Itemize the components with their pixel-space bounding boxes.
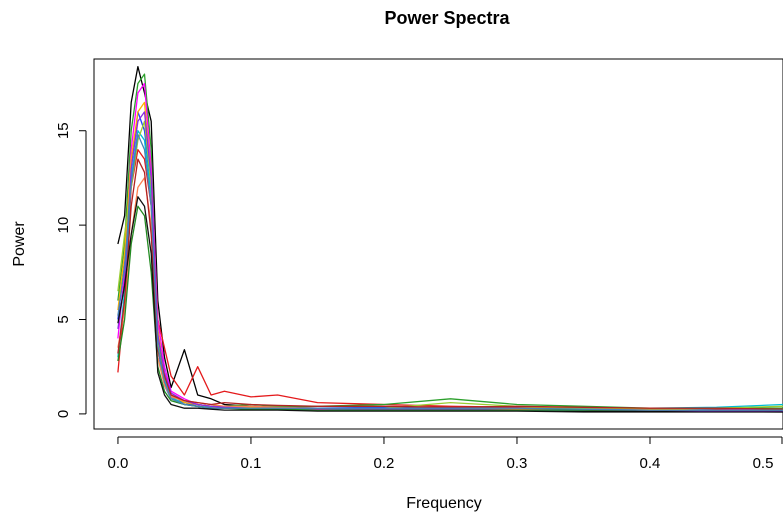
y-axis-label: Power	[11, 221, 28, 267]
series-line-10	[117, 111, 783, 412]
x-axis: 0.0 0.1 0.2 0.3 0.4 0.5	[108, 436, 783, 472]
x-axis-label: Frequency	[406, 495, 482, 512]
series-line-14	[117, 196, 783, 413]
series-line-5	[117, 82, 783, 411]
series-line-11	[117, 205, 783, 411]
y-axis: 0 5 10 15	[55, 122, 87, 418]
series-line-6	[117, 130, 783, 411]
x-tick-label-3: 0.3	[507, 455, 528, 472]
x-tick-label-5: 0.5	[753, 455, 774, 472]
series-line-8	[117, 120, 783, 409]
y-tick-label-3: 15	[55, 122, 72, 139]
x-tick-label-1: 0.1	[241, 455, 262, 472]
x-tick-label-2: 0.2	[374, 455, 395, 472]
x-tick-label-0: 0.0	[108, 455, 129, 472]
series-line-9	[117, 177, 783, 411]
series-line-3	[117, 73, 783, 409]
series-line-2	[117, 148, 783, 411]
plot-frame	[93, 58, 783, 430]
series-line-7	[117, 101, 783, 411]
y-tick-label-0: 0	[55, 410, 72, 418]
x-tick-label-4: 0.4	[640, 455, 661, 472]
series-line-1	[117, 65, 783, 413]
series-line-12	[117, 158, 783, 410]
series-line-4	[117, 111, 783, 411]
y-tick-label-1: 5	[55, 315, 72, 323]
series-lines	[117, 65, 783, 413]
y-tick-label-2: 10	[55, 217, 72, 234]
chart-title: Power Spectra	[384, 8, 510, 28]
series-line-13	[117, 133, 783, 411]
